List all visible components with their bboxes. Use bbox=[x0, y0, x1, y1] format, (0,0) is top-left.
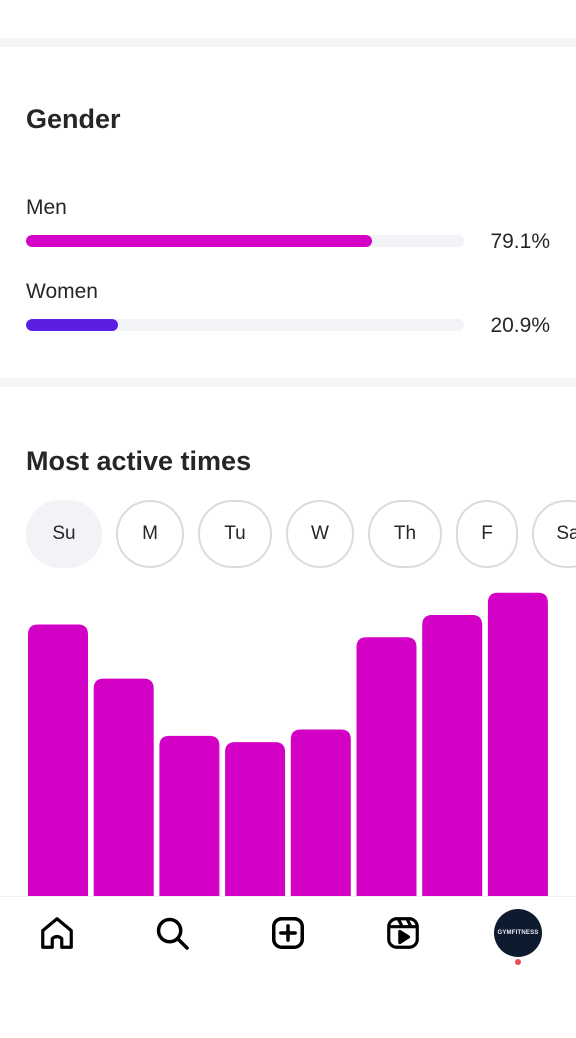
day-chip-monday[interactable]: M bbox=[116, 500, 184, 568]
day-chip-sunday[interactable]: Su bbox=[26, 500, 102, 568]
section-divider-middle bbox=[0, 378, 576, 387]
day-chip-saturday[interactable]: Sa bbox=[532, 500, 576, 568]
day-chip-friday[interactable]: F bbox=[456, 500, 518, 568]
activity-bar-6 bbox=[422, 614, 483, 898]
activity-bar-4 bbox=[290, 729, 351, 898]
reels-icon bbox=[387, 917, 419, 949]
day-chip-wednesday[interactable]: W bbox=[286, 500, 354, 568]
gender-percent-men: 79.1% bbox=[490, 230, 550, 253]
activity-bar-7 bbox=[487, 592, 548, 898]
notification-dot bbox=[515, 959, 521, 965]
search-icon bbox=[156, 917, 189, 950]
nav-search-button[interactable] bbox=[150, 911, 194, 955]
gender-percent-women: 20.9% bbox=[490, 314, 550, 337]
gender-label-men: Men bbox=[26, 196, 67, 219]
home-icon bbox=[41, 917, 73, 949]
gender-title: Gender bbox=[26, 104, 121, 134]
avatar-logo-text: GYMFITNESS bbox=[497, 930, 539, 936]
nav-create-button[interactable] bbox=[266, 911, 310, 955]
activity-bar-0 bbox=[28, 624, 88, 898]
gender-bar-fill-women bbox=[26, 319, 118, 331]
activity-bar-5 bbox=[356, 637, 417, 898]
gender-bar-men bbox=[26, 235, 464, 247]
gender-bar-women bbox=[26, 319, 464, 331]
active-times-title: Most active times bbox=[26, 446, 252, 476]
create-icon bbox=[272, 917, 304, 949]
day-chip-tuesday[interactable]: Tu bbox=[198, 500, 272, 568]
gender-label-women: Women bbox=[26, 280, 98, 303]
gender-bar-fill-men bbox=[26, 235, 373, 247]
section-divider-top bbox=[0, 38, 576, 47]
profile-avatar: GYMFITNESS bbox=[494, 909, 542, 957]
active-times-chart bbox=[28, 592, 548, 898]
day-chip-thursday[interactable]: Th bbox=[368, 500, 442, 568]
nav-profile-button[interactable]: GYMFITNESS bbox=[494, 909, 542, 965]
activity-bar-1 bbox=[93, 678, 154, 898]
day-selector: Su M Tu W Th F Sa bbox=[26, 500, 576, 568]
nav-home-button[interactable] bbox=[35, 911, 79, 955]
activity-bar-2 bbox=[159, 735, 220, 898]
activity-bar-3 bbox=[225, 742, 286, 898]
bottom-nav: GYMFITNESS bbox=[0, 896, 576, 973]
nav-reels-button[interactable] bbox=[381, 911, 425, 955]
